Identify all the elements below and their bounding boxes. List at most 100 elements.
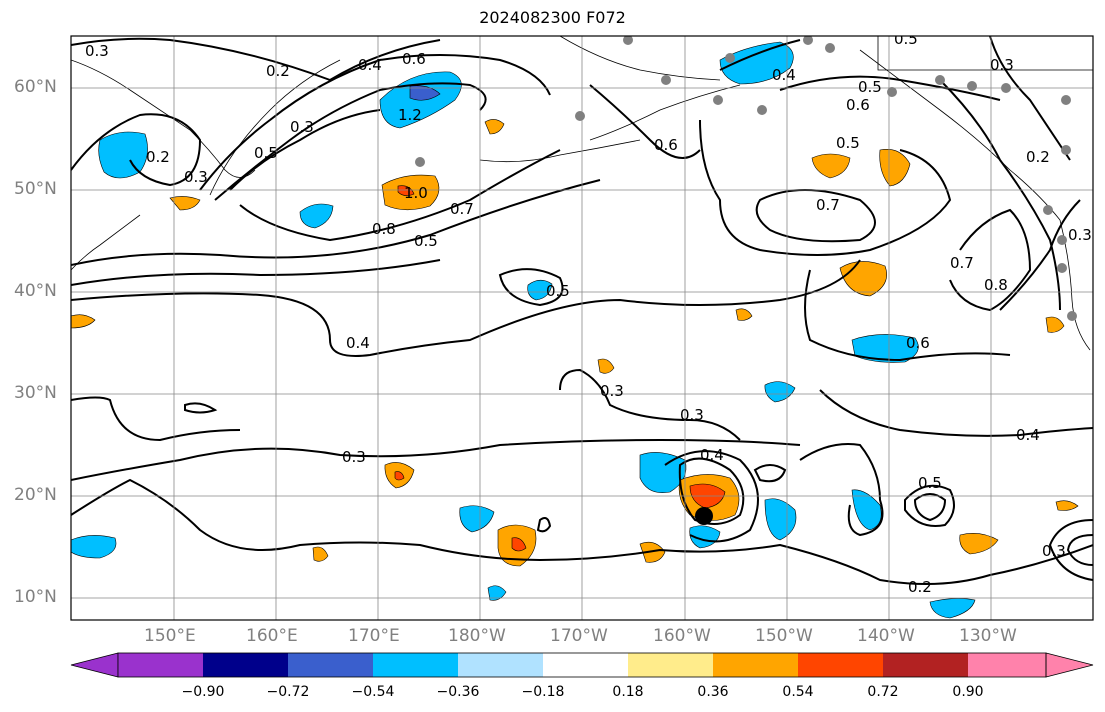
lon-label: 150°W — [755, 626, 813, 646]
lat-label: 30°N — [14, 383, 57, 403]
contour-label: 0.3 — [85, 42, 109, 60]
map-frame — [70, 35, 1094, 621]
contour-label: 0.3 — [184, 168, 208, 186]
lon-label: 130°W — [959, 626, 1017, 646]
negative-anomaly-blob — [689, 525, 721, 549]
contour-label: 0.3 — [342, 448, 366, 466]
negative-anomaly-blob — [851, 489, 882, 531]
station-dot — [1061, 95, 1071, 105]
colorbar-tick-label: −0.72 — [266, 684, 310, 700]
colorbar-tick-label: −0.18 — [521, 684, 565, 700]
contour-label: 0.3 — [680, 406, 704, 424]
colorbar-frame — [117, 652, 1047, 678]
colorbar — [70, 652, 1094, 678]
contour-label: 0.2 — [146, 148, 170, 166]
station-dot — [1067, 311, 1077, 321]
contour-label: 0.6 — [906, 334, 930, 352]
contour-label: 0.3 — [600, 382, 624, 400]
negative-anomaly-blob — [409, 85, 441, 101]
colorbar-tick-label: 0.72 — [867, 684, 899, 700]
lon-label: 170°W — [550, 626, 608, 646]
positive-anomaly-blob — [71, 314, 96, 329]
station-dot — [415, 157, 425, 167]
negative-anomaly-blob — [487, 585, 507, 601]
station-dot — [1001, 83, 1011, 93]
lon-label: 160°E — [246, 626, 298, 646]
positive-anomaly-blob — [394, 471, 405, 481]
contour-label: 0.4 — [700, 446, 724, 464]
lon-label: 170°E — [348, 626, 400, 646]
contour-label: 0.6 — [846, 96, 870, 114]
contour-label: 0.5 — [546, 282, 570, 300]
positive-anomaly-blob — [879, 149, 911, 187]
contour-label: 0.2 — [266, 62, 290, 80]
contour-label: 0.3 — [1042, 542, 1066, 560]
colorbar-tick-label: −0.90 — [181, 684, 225, 700]
station-dot — [803, 36, 813, 45]
lat-label: 40°N — [14, 281, 57, 301]
contour-label: 0.2 — [908, 578, 932, 596]
station-dot — [825, 43, 835, 53]
lon-label: 180°W — [448, 626, 506, 646]
negative-anomaly-blob — [98, 131, 148, 179]
contour-label: 0.4 — [1016, 426, 1040, 444]
contour-label: 0.4 — [346, 334, 370, 352]
colorbar-bin — [628, 653, 713, 677]
colorbar-tick-label: −0.36 — [436, 684, 480, 700]
lat-label: 50°N — [14, 179, 57, 199]
contour-label: 0.8 — [984, 276, 1008, 294]
contour-label: 0.8 — [372, 220, 396, 238]
map-title: 2024082300 F072 — [479, 8, 626, 27]
positive-anomaly-blob — [811, 153, 851, 179]
contour-label: 0.5 — [836, 134, 860, 152]
station-dot — [713, 95, 723, 105]
lat-label: 20°N — [14, 485, 57, 505]
negative-anomaly-blob — [527, 279, 553, 301]
contour-label: 0.7 — [950, 254, 974, 272]
positive-anomaly-blob — [312, 546, 329, 562]
station-dot — [623, 36, 633, 45]
station-dot — [575, 111, 585, 121]
colorbar-bin — [713, 653, 798, 677]
colorbar-bin — [798, 653, 883, 677]
positive-anomaly-blob — [959, 533, 999, 555]
positive-anomaly-blob — [735, 308, 753, 321]
negative-anomaly-blob — [929, 598, 976, 619]
station-dot — [757, 105, 767, 115]
lat-label: 60°N — [14, 77, 57, 97]
contour-label: 1.0 — [404, 184, 428, 202]
colorbar-bin — [373, 653, 458, 677]
colorbar-bin — [883, 653, 968, 677]
station-dot — [887, 87, 897, 97]
colorbar-bin — [118, 653, 203, 677]
positive-anomaly-blob — [639, 541, 666, 563]
colorbar-tick-label: 0.36 — [697, 684, 729, 700]
negative-anomaly-blob — [764, 498, 797, 541]
map-gridlines — [71, 36, 1093, 620]
station-dot — [1043, 205, 1053, 215]
station-dot — [1057, 235, 1067, 245]
positive-anomaly-blob — [597, 358, 615, 374]
colorbar-bin — [543, 653, 628, 677]
contour-label: 0.4 — [358, 56, 382, 74]
contour-labels: 0.3 0.2 0.4 0.6 0.3 0.5 1.2 0.2 0.3 1.0 … — [85, 36, 1092, 596]
colorbar-tick-label: 0.18 — [612, 684, 644, 700]
contour-lines — [71, 36, 1093, 585]
positive-anomaly-blob — [484, 119, 505, 135]
negative-anomaly-blob — [764, 381, 796, 403]
station-dot — [935, 75, 945, 85]
lat-label: 10°N — [14, 587, 57, 607]
colorbar-bin — [968, 653, 1046, 677]
contour-label: 0.3 — [990, 56, 1014, 74]
colorbar-bin — [203, 653, 288, 677]
positive-anomaly-blob — [169, 196, 201, 211]
contour-label: 0.6 — [402, 50, 426, 68]
positive-anomaly-blob — [511, 537, 527, 552]
colorbar-tick-label: −0.54 — [351, 684, 395, 700]
station-dot — [1061, 145, 1071, 155]
contour-label: 0.3 — [290, 118, 314, 136]
station-dot — [661, 75, 671, 85]
negative-anomaly-blob — [851, 334, 919, 363]
lon-label: 140°W — [857, 626, 915, 646]
